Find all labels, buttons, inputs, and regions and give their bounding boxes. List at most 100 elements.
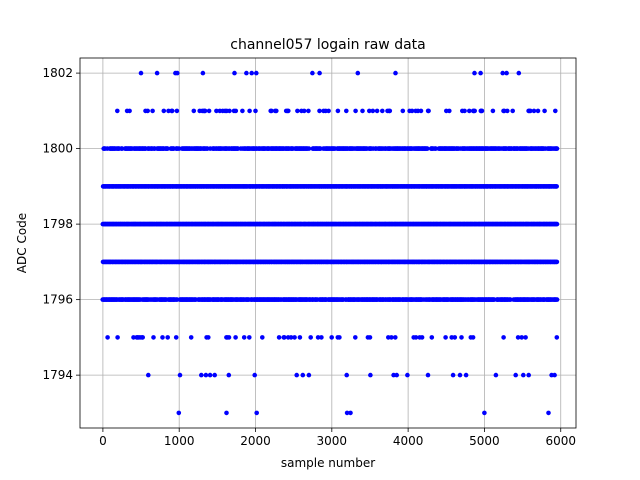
- data-point: [131, 335, 136, 340]
- data-point: [526, 372, 531, 378]
- x-tick-label: 1000: [164, 434, 195, 448]
- data-point: [292, 335, 297, 340]
- data-point: [160, 335, 165, 340]
- data-point: [472, 108, 478, 114]
- y-tick-label: 1794: [42, 368, 73, 382]
- data-point: [479, 108, 485, 114]
- data-point: [244, 70, 249, 76]
- data-point: [409, 108, 415, 114]
- data-point: [490, 108, 496, 114]
- data-point: [151, 335, 156, 340]
- data-point: [429, 335, 435, 340]
- data-point: [344, 108, 349, 114]
- data-point: [276, 335, 282, 340]
- data-point: [554, 297, 560, 302]
- data-point: [319, 335, 324, 340]
- data-point: [300, 372, 306, 378]
- data-point: [241, 335, 247, 340]
- grid-lines: [80, 58, 576, 428]
- data-point: [360, 108, 365, 114]
- data-point: [138, 70, 144, 76]
- data-point: [387, 108, 393, 114]
- data-point: [191, 108, 197, 114]
- data-point: [470, 335, 476, 340]
- data-point: [462, 108, 467, 114]
- x-tick-label: 4000: [393, 434, 424, 448]
- data-point: [274, 108, 279, 114]
- data-point: [554, 259, 560, 265]
- data-point: [457, 372, 463, 378]
- data-point: [317, 108, 322, 114]
- data-point: [254, 410, 259, 416]
- data-point: [249, 70, 254, 76]
- data-point: [493, 372, 499, 378]
- data-point: [169, 108, 175, 114]
- data-point: [199, 372, 204, 378]
- data-point: [335, 108, 341, 114]
- data-point: [308, 335, 314, 340]
- data-point: [212, 372, 217, 378]
- data-point: [505, 108, 510, 114]
- data-point: [348, 410, 353, 416]
- y-tick-label: 1798: [42, 217, 73, 231]
- data-point: [226, 335, 232, 340]
- data-point: [174, 108, 180, 114]
- data-point: [380, 108, 385, 114]
- data-point: [413, 335, 419, 340]
- chart-title: channel057 logain raw data: [230, 37, 425, 53]
- data-point: [472, 70, 477, 76]
- data-point: [419, 335, 425, 340]
- data-point: [504, 70, 509, 76]
- data-point: [146, 372, 151, 378]
- data-point: [554, 146, 560, 151]
- y-tick-label: 1800: [42, 142, 73, 156]
- data-point: [463, 372, 469, 378]
- data-point: [482, 410, 487, 416]
- data-point: [467, 108, 472, 114]
- data-point: [115, 335, 120, 340]
- data-point: [326, 108, 331, 114]
- data-point: [140, 335, 145, 340]
- data-point: [206, 335, 211, 340]
- x-tick-label: 3000: [317, 434, 348, 448]
- data-point: [367, 108, 372, 114]
- data-point: [301, 108, 307, 114]
- data-point: [240, 108, 245, 114]
- data-points: [100, 70, 560, 416]
- data-point: [337, 335, 342, 340]
- data-point: [227, 108, 232, 114]
- data-point: [166, 108, 171, 114]
- data-point: [523, 335, 528, 340]
- data-point: [425, 146, 430, 151]
- data-point: [425, 372, 431, 378]
- data-point: [405, 372, 410, 378]
- data-point: [531, 108, 537, 114]
- y-axis-label: ADC Code: [15, 213, 29, 273]
- data-point: [207, 372, 213, 378]
- data-point: [554, 335, 560, 340]
- data-point: [226, 372, 232, 378]
- y-tick-label: 1796: [42, 293, 73, 307]
- data-point: [176, 410, 182, 416]
- data-point: [554, 221, 560, 227]
- data-point: [188, 335, 194, 340]
- data-point: [269, 108, 274, 114]
- data-point: [165, 146, 170, 151]
- data-point: [105, 335, 110, 340]
- data-point: [389, 335, 394, 340]
- data-point: [260, 335, 265, 340]
- data-point: [295, 108, 300, 114]
- data-point: [367, 335, 373, 340]
- data-point: [516, 70, 522, 76]
- data-point: [288, 335, 294, 340]
- data-point: [253, 108, 258, 114]
- data-point: [393, 70, 398, 76]
- data-point: [203, 372, 209, 378]
- data-point: [546, 410, 551, 416]
- data-point: [528, 108, 533, 114]
- y-tick-label: 1802: [42, 66, 73, 80]
- x-axis-label: sample number: [281, 456, 375, 470]
- data-point: [459, 335, 464, 340]
- data-point: [355, 70, 361, 76]
- data-point: [370, 108, 376, 114]
